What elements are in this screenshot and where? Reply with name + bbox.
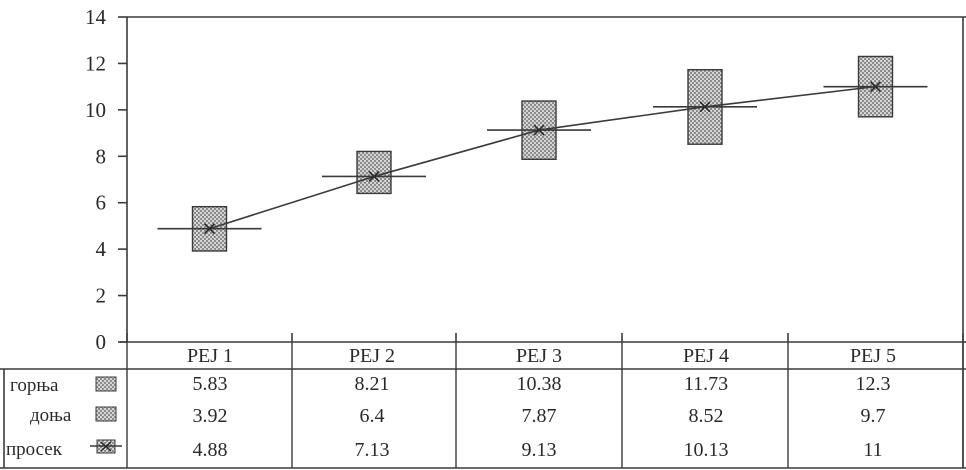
y-axis: 0 2 4 6 8 10 12 14 (85, 5, 127, 354)
cell-upper-1: 5.83 (193, 373, 228, 395)
average-marker-3 (533, 124, 545, 136)
cell-upper-2: 8.21 (355, 373, 390, 395)
y-tick-label-12: 12 (85, 51, 106, 75)
row-label-upper: горња (10, 375, 59, 396)
legend-key-upper (95, 376, 117, 392)
cell-lower-2: 6.4 (360, 405, 385, 427)
average-marker-4 (699, 101, 711, 113)
cell-average-4: 10.13 (684, 439, 729, 461)
cell-upper-5: 12.3 (856, 373, 891, 395)
average-marker-2 (368, 170, 380, 183)
cell-lower-1: 3.92 (193, 405, 228, 427)
legend-key-average (90, 439, 122, 454)
y-tick-label-4: 4 (96, 237, 107, 261)
category-label-4: PEJ 4 (683, 345, 729, 367)
y-tick-label-6: 6 (96, 191, 107, 215)
y-tick-label-14: 14 (85, 5, 107, 29)
y-tick-label-0: 0 (96, 330, 107, 354)
cell-average-2: 7.13 (355, 439, 390, 461)
data-table: PEJ 1 PEJ 2 PEJ 3 PEJ 4 PEJ 5 горња доња… (0, 341, 966, 469)
y-tick-label-10: 10 (85, 98, 106, 122)
x-axis-ticks (126, 333, 964, 342)
y-tick-label-2: 2 (96, 284, 107, 308)
average-marker-1 (203, 223, 216, 235)
category-label-3: PEJ 3 (516, 345, 562, 367)
row-label-lower: доња (30, 405, 72, 426)
cell-upper-3: 10.38 (517, 373, 562, 395)
row-label-average: просек (6, 439, 63, 460)
category-label-1: PEJ 1 (187, 345, 233, 367)
cell-lower-5: 9.7 (861, 405, 886, 427)
category-label-2: PEJ 2 (349, 345, 395, 367)
y-tick-label-8: 8 (96, 144, 107, 168)
cell-lower-3: 7.87 (522, 405, 557, 427)
cell-average-1: 4.88 (193, 439, 228, 461)
legend-key-lower (95, 406, 117, 422)
range-boxes (191, 55, 894, 252)
cell-average-3: 9.13 (522, 439, 557, 461)
cell-lower-4: 8.52 (689, 405, 724, 427)
average-marker-5 (869, 81, 882, 93)
cell-average-5: 11 (863, 439, 882, 461)
cell-upper-4: 11.73 (684, 373, 728, 395)
category-label-5: PEJ 5 (850, 345, 896, 367)
average-series (157, 81, 928, 235)
